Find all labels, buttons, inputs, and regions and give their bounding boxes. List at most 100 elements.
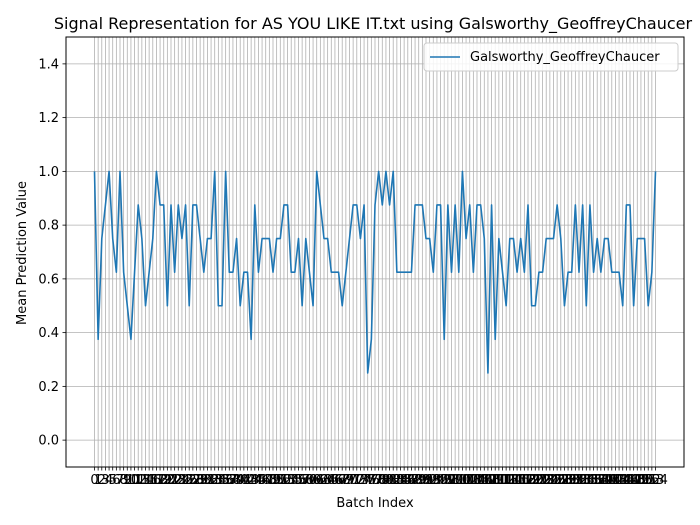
x-tick-label: 68 — [334, 473, 351, 488]
x-tick-label: 102 — [454, 473, 479, 488]
x-tick-label: 127 — [545, 473, 570, 488]
x-tick-label: 92 — [421, 473, 438, 488]
y-axis-label: Mean Prediction Value — [15, 181, 30, 325]
x-tick-label: 51 — [272, 473, 289, 488]
x-tick-label: 49 — [265, 473, 282, 488]
x-tick-label: 42 — [239, 473, 256, 488]
x-tick-label: 0 — [90, 473, 98, 488]
x-tick-label: 2 — [98, 473, 106, 488]
x-tick-label: 61 — [308, 473, 325, 488]
x-tick-label: 56 — [290, 473, 307, 488]
x-tick-label: 115 — [501, 473, 526, 488]
x-tick-label: 112 — [490, 473, 515, 488]
x-tick-label: 38 — [225, 473, 242, 488]
x-tick-label: 109 — [479, 473, 504, 488]
x-tick-label: 29 — [192, 473, 209, 488]
x-tick-label: 16 — [145, 473, 162, 488]
x-tick-label: 27 — [185, 473, 202, 488]
x-tick-label: 37 — [221, 473, 238, 488]
grid-lines — [66, 37, 684, 467]
x-tick-label: 64 — [319, 473, 336, 488]
x-tick-label: 28 — [188, 473, 205, 488]
x-tick-label: 78 — [370, 473, 387, 488]
x-tick-label: 110 — [483, 473, 508, 488]
x-tick-label: 134 — [570, 473, 595, 488]
x-tick-label: 9 — [123, 473, 131, 488]
y-tick-label: 0.8 — [38, 219, 59, 234]
x-tick-label: 17 — [148, 473, 165, 488]
x-tick-label: 69 — [338, 473, 355, 488]
x-tick-label: 55 — [287, 473, 304, 488]
x-tick-label: 54 — [283, 473, 300, 488]
x-tick-label: 25 — [177, 473, 194, 488]
x-tick-label: 144 — [607, 473, 632, 488]
x-tick-label: 46 — [254, 473, 271, 488]
x-tick-label: 153 — [639, 473, 664, 488]
x-tick-label: 18 — [152, 473, 169, 488]
series-layer — [93, 170, 657, 374]
x-tick-label: 89 — [410, 473, 427, 488]
x-tick-label: 83 — [389, 473, 406, 488]
y-tick-label: 1.4 — [38, 57, 59, 72]
x-tick-label: 60 — [305, 473, 322, 488]
legend-label: Galsworthy_GeoffreyChaucer — [470, 50, 660, 65]
legend: Galsworthy_GeoffreyChaucer — [423, 42, 679, 72]
x-tick-label: 90 — [414, 473, 431, 488]
x-tick-label: 21 — [163, 473, 180, 488]
y-tick-label: 0.6 — [38, 272, 59, 287]
x-tick-label: 117 — [508, 473, 533, 488]
x-tick-label: 30 — [196, 473, 213, 488]
x-tick-label: 113 — [494, 473, 519, 488]
x-tick-label: 121 — [523, 473, 548, 488]
x-tick-label: 65 — [323, 473, 340, 488]
x-tick-label: 45 — [250, 473, 267, 488]
x-tick-label: 148 — [621, 473, 646, 488]
x-tick-label: 139 — [588, 473, 613, 488]
y-tick-label: 0.0 — [38, 434, 59, 449]
y-tick-label: 1.2 — [38, 111, 59, 126]
x-tick-label: 149 — [625, 473, 650, 488]
x-tick-label: 106 — [468, 473, 493, 488]
x-tick-label: 24 — [174, 473, 191, 488]
x-tick-label: 23 — [170, 473, 187, 488]
x-tick-label: 81 — [381, 473, 398, 488]
x-tick-label: 152 — [636, 473, 661, 488]
x-tick-label: 107 — [472, 473, 497, 488]
x-tick-label: 6 — [112, 473, 120, 488]
x-tick-label: 41 — [236, 473, 253, 488]
x-tick-label: 136 — [578, 473, 603, 488]
x-tick-label: 34 — [210, 473, 227, 488]
x-tick-label: 140 — [592, 473, 617, 488]
x-tick-label: 126 — [541, 473, 566, 488]
x-tick-label: 67 — [330, 473, 347, 488]
x-tick-label: 66 — [327, 473, 344, 488]
x-tick-label: 118 — [512, 473, 537, 488]
x-tick-label: 93 — [425, 473, 442, 488]
x-tick-label: 75 — [359, 473, 376, 488]
x-tick-label: 137 — [581, 473, 606, 488]
x-tick-label: 133 — [567, 473, 592, 488]
x-tick-label: 138 — [585, 473, 610, 488]
series-line-galsworthy-geoffreychaucer — [93, 170, 657, 374]
y-axis-ticks: 0.0 0.2 0.4 0.6 0.8 1.0 1.2 1.4 — [38, 57, 66, 449]
x-tick-label: 62 — [312, 473, 329, 488]
x-tick-label: 39 — [228, 473, 245, 488]
x-axis-ticks: 0123456789101112131415161718192021222324… — [90, 467, 668, 488]
x-tick-label: 116 — [505, 473, 530, 488]
x-tick-label: 143 — [603, 473, 628, 488]
x-tick-label: 74 — [356, 473, 373, 488]
x-tick-label: 96 — [436, 473, 453, 488]
x-tick-label: 82 — [385, 473, 402, 488]
x-tick-label: 1 — [94, 473, 102, 488]
x-tick-label: 13 — [134, 473, 151, 488]
x-tick-label: 80 — [378, 473, 395, 488]
x-tick-label: 125 — [537, 473, 562, 488]
x-tick-label: 4 — [105, 473, 113, 488]
x-tick-label: 103 — [457, 473, 482, 488]
x-tick-label: 130 — [556, 473, 581, 488]
x-tick-label: 31 — [199, 473, 216, 488]
x-tick-label: 14 — [137, 473, 154, 488]
x-tick-label: 151 — [632, 473, 657, 488]
